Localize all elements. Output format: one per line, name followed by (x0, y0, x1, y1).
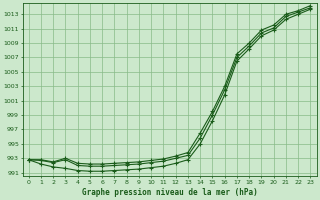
X-axis label: Graphe pression niveau de la mer (hPa): Graphe pression niveau de la mer (hPa) (82, 188, 257, 197)
